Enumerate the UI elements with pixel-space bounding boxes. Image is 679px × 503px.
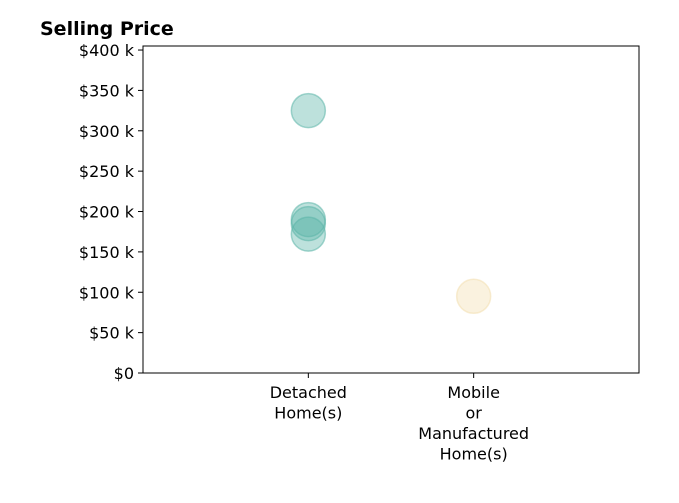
y-tick-label: $0 [114,364,134,383]
data-point [455,278,492,315]
y-tick-label: $100 k [79,283,135,302]
y-tick-label: $150 k [79,243,135,262]
data-point [290,216,327,252]
x-tick-label: Detached Home(s) [270,383,347,423]
y-tick-label: $350 k [79,81,135,100]
y-tick-label: $250 k [79,162,135,181]
y-tick-label: $50 k [89,324,135,343]
chart-title: Selling Price [40,18,174,40]
data-point [290,205,327,242]
y-tick-label: $200 k [79,203,135,222]
y-tick-label: $400 k [79,41,135,60]
y-tick-label: $300 k [79,122,135,141]
x-tick-label: Mobile or Manufactured Home(s) [418,383,529,464]
data-point [290,92,327,129]
plot-frame [142,45,640,374]
plot-area: $0 $50 k $100 k $150 k $200 k $250 k $300 k $35… [79,41,640,464]
